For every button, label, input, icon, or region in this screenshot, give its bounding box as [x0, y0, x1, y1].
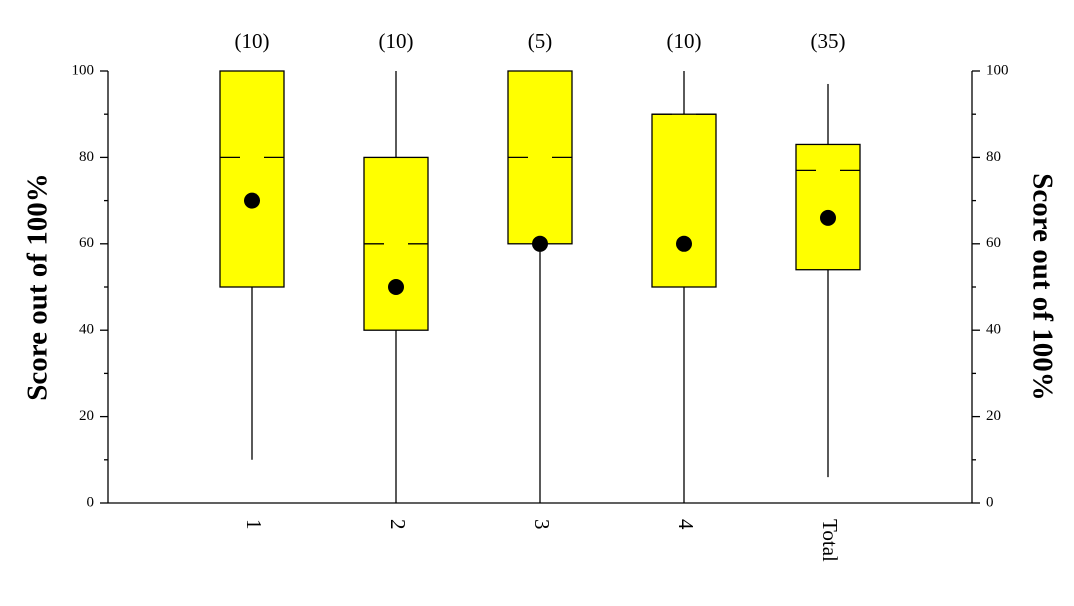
- y-tick-label: 40: [79, 322, 94, 338]
- x-tick-label: Total: [818, 519, 842, 562]
- y2-tick-label: 100: [986, 62, 1009, 78]
- y-axis-label: Score out of 100%: [22, 173, 54, 400]
- box: [219, 70, 285, 288]
- count-label: (10): [379, 29, 414, 53]
- mean-marker: [820, 209, 836, 226]
- box: [651, 113, 717, 288]
- y-tick-label: 60: [79, 235, 94, 251]
- y2-axis-label: Score out of 100%: [1026, 173, 1058, 400]
- y2-tick-label: 0: [986, 494, 994, 510]
- mean-marker: [676, 235, 692, 252]
- mean-marker: [388, 279, 404, 295]
- y2-tick-label: 80: [986, 149, 1001, 165]
- mean-marker: [244, 192, 260, 209]
- y-tick-label: 100: [72, 62, 95, 78]
- y-tick-label: 80: [79, 149, 94, 165]
- y2-tick-label: 20: [986, 408, 1001, 424]
- y-tick-label: 20: [79, 408, 94, 424]
- x-tick-label: 1: [242, 519, 266, 530]
- box: [795, 143, 861, 271]
- x-tick-label: 4: [674, 519, 698, 530]
- y-tick-label: 0: [87, 494, 95, 510]
- count-label: (10): [667, 29, 702, 53]
- count-label: (5): [528, 29, 553, 53]
- mean-marker: [532, 235, 548, 252]
- x-tick-label: 2: [386, 519, 410, 530]
- count-label: (35): [811, 29, 846, 53]
- y2-tick-label: 60: [986, 235, 1001, 251]
- count-label: (10): [235, 29, 270, 53]
- y2-tick-label: 40: [986, 322, 1001, 338]
- x-tick-label: 3: [530, 519, 554, 530]
